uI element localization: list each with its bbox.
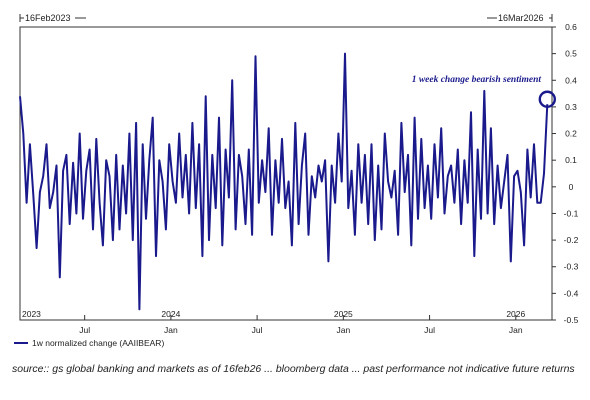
plot-frame [19, 26, 553, 321]
y-tick-label: 0.5 [565, 49, 577, 59]
x-tick-label: Jan [164, 325, 178, 335]
annotation-text: 1 week change bearish sentiment [412, 75, 542, 85]
end-date-label: 16Mar2026 [498, 13, 544, 23]
y-tick-label: 0.1 [565, 155, 577, 165]
legend-label: 1w normalized change (AAIIBEAR) [32, 338, 164, 348]
series-line [19, 52, 549, 311]
y-tick-label: 0.3 [565, 102, 577, 112]
year-label: 2025 [334, 309, 353, 319]
y-tick-label: -0.5 [564, 315, 579, 325]
series-layer [19, 52, 549, 311]
y-tick-label: 0.4 [565, 75, 577, 85]
y-axis: 0.6 0.5 0.4 0.3 0.2 0.1 0 -0.1 -0.2 -0.3 -0.4 -0.5 [552, 22, 579, 325]
x-tick-label: Jan [509, 325, 523, 335]
year-label: 2026 [506, 309, 525, 319]
chart: 16Feb2023 16Mar2026 0.6 0.5 0.4 0.3 0.2 0.1 0 -… [14, 13, 579, 348]
x-tick-label: Jul [79, 325, 90, 335]
x-tick-label: Jul [252, 325, 263, 335]
y-tick-label: 0 [569, 182, 574, 192]
x-tick-label: Jan [336, 325, 350, 335]
year-label: 2024 [161, 309, 180, 319]
start-date-marker: 16Feb2023 [19, 13, 86, 23]
y-tick-label: 0.6 [565, 22, 577, 32]
end-date-marker: 16Mar2026 [487, 13, 553, 23]
y-tick-label: -0.4 [564, 288, 579, 298]
source-note: source:: gs global banking and markets a… [12, 363, 575, 375]
y-tick-label: -0.1 [564, 208, 579, 218]
highlight-circle [538, 90, 556, 108]
y-tick-label: -0.2 [564, 235, 579, 245]
legend: 1w normalized change (AAIIBEAR) [14, 338, 164, 348]
x-axis: Jul Jan Jul Jan Jul Jan 2023 2024 2025 2026 [22, 309, 526, 335]
y-tick-label: 0.2 [565, 129, 577, 139]
year-label: 2023 [22, 309, 41, 319]
start-date-label: 16Feb2023 [25, 13, 71, 23]
y-tick-label: -0.3 [564, 262, 579, 272]
x-tick-label: Jul [424, 325, 435, 335]
